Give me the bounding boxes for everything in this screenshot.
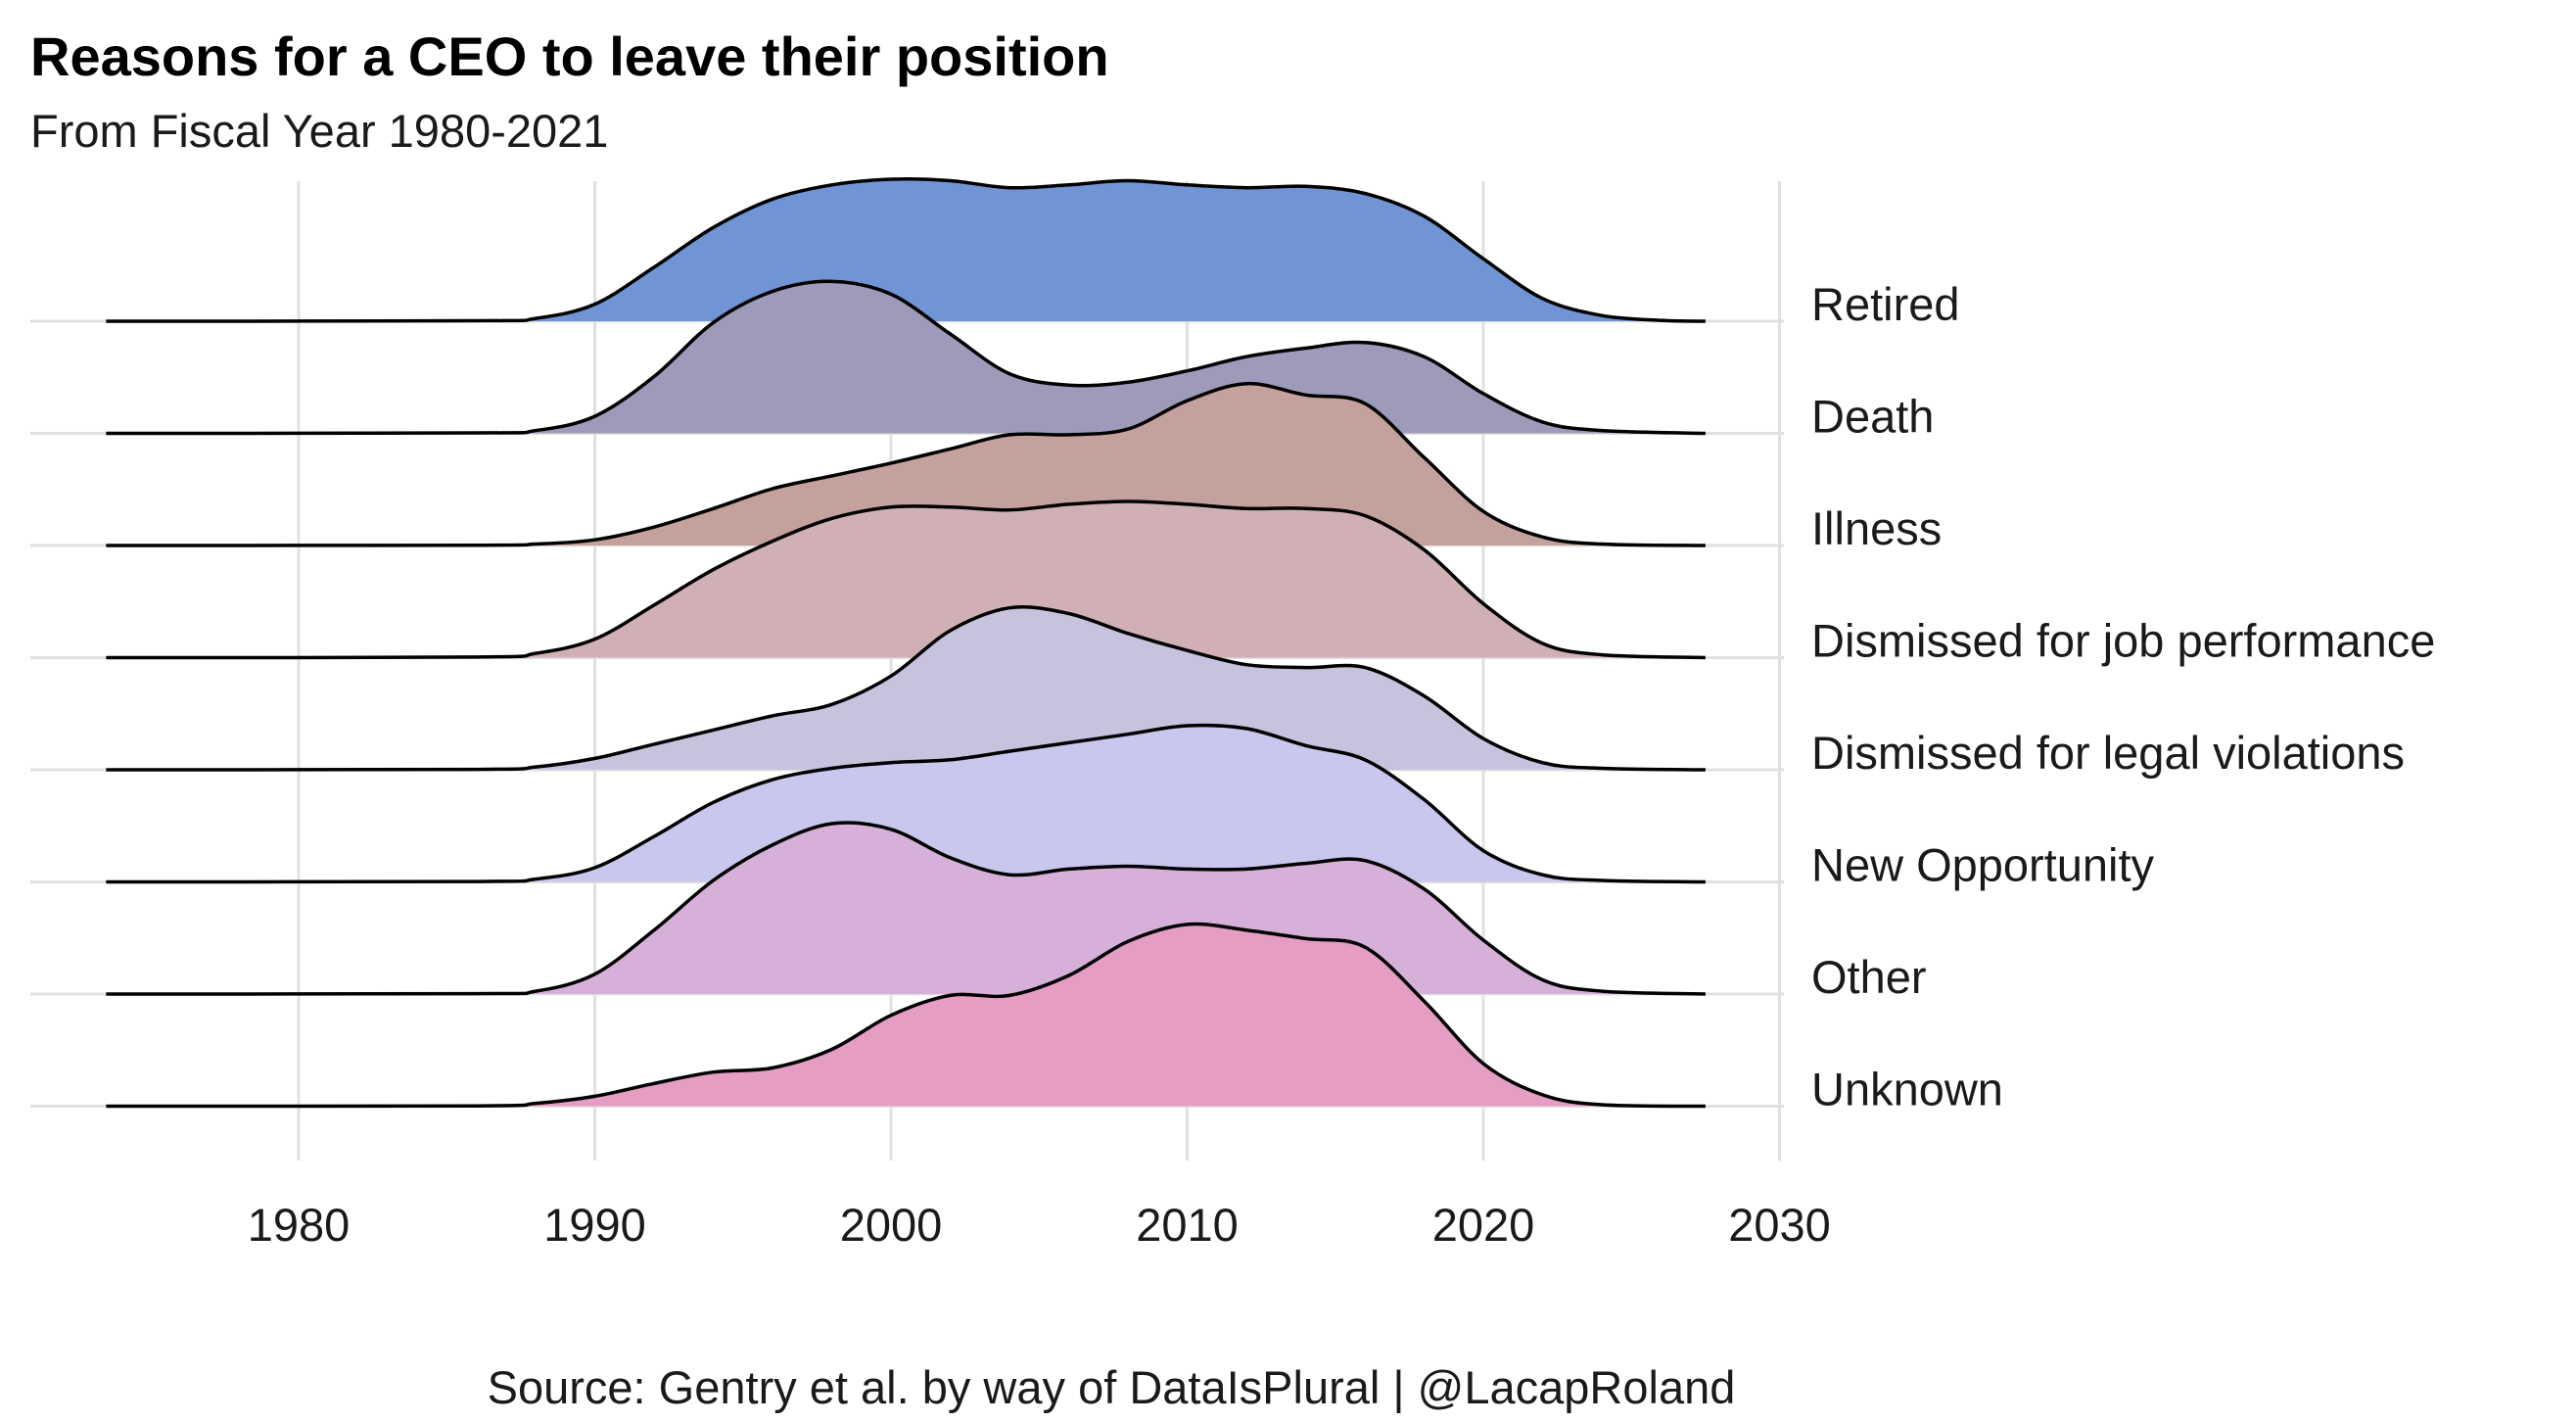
row-label-unknown: Unknown (1811, 1064, 2003, 1115)
row-labels: Retired Death Illness Dismissed for job per… (1811, 278, 2435, 1115)
ridge-outline-dismissed-for-legal-violations (106, 605, 1706, 772)
ridge-outline-dismissed-for-job-performance (106, 499, 1706, 660)
x-tick-label: 2020 (1432, 1199, 1535, 1251)
row-label-other: Other (1811, 951, 1927, 1003)
ridge-fill-dismissed-for-legal-violations (106, 606, 1706, 770)
ridge-fill-new-opportunity (106, 725, 1706, 882)
x-axis-tick-labels: 1980 1990 2000 2010 2020 2030 (248, 1199, 1831, 1251)
ridge-fill-retired (106, 178, 1706, 321)
chart-title: Reasons for a CEO to leave their positio… (30, 25, 1109, 87)
x-tick-label: 2030 (1728, 1199, 1831, 1251)
ridge-outline-illness (106, 381, 1706, 547)
x-tick-label: 2000 (840, 1199, 943, 1251)
ridge-outline-retired (106, 176, 1706, 323)
ridge-outline-other (106, 821, 1706, 996)
ridge-fill-unknown (106, 924, 1706, 1107)
row-label-new-opportunity: New Opportunity (1811, 839, 2155, 891)
x-tick-label: 1990 (543, 1199, 646, 1251)
ridge-fill-illness (106, 383, 1706, 545)
x-tick-label: 2010 (1136, 1199, 1239, 1251)
ridge-fill-dismissed-for-job-performance (106, 501, 1706, 658)
row-label-dismissed-for-legal-violations: Dismissed for legal violations (1811, 727, 2405, 779)
row-label-dismissed-for-job-performance: Dismissed for job performance (1811, 615, 2435, 667)
chart-subtitle: From Fiscal Year 1980-2021 (30, 105, 608, 157)
ridges (106, 176, 1706, 1109)
row-label-retired: Retired (1811, 278, 1960, 330)
ridge-outline-unknown (106, 922, 1706, 1109)
row-label-illness: Illness (1811, 502, 1942, 554)
ridge-outline-death (106, 279, 1706, 436)
chart-caption: Source: Gentry et al. by way of DataIsPl… (488, 1361, 1736, 1413)
x-tick-label: 1980 (248, 1199, 351, 1251)
row-label-death: Death (1811, 391, 1934, 443)
ridge-outline-new-opportunity (106, 723, 1706, 884)
